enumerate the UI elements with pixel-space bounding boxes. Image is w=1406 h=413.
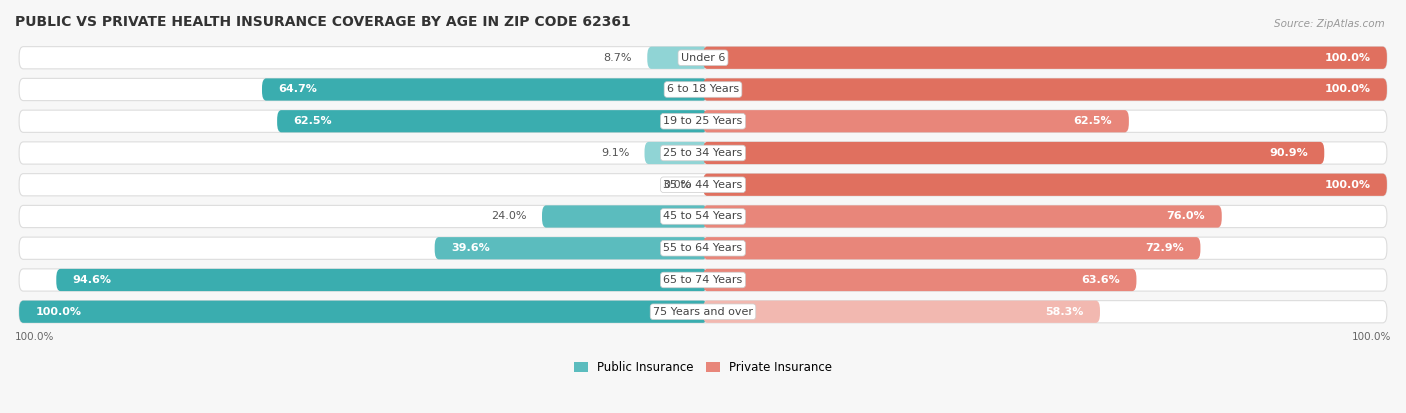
Text: 72.9%: 72.9% [1144,243,1184,253]
Text: 94.6%: 94.6% [73,275,112,285]
FancyBboxPatch shape [20,47,1386,69]
FancyBboxPatch shape [262,78,707,101]
Text: 100.0%: 100.0% [15,332,55,342]
FancyBboxPatch shape [703,205,1222,228]
FancyBboxPatch shape [20,301,707,323]
Text: 90.9%: 90.9% [1270,148,1308,158]
FancyBboxPatch shape [703,142,1324,164]
FancyBboxPatch shape [20,78,1386,101]
Text: 39.6%: 39.6% [451,243,489,253]
Text: 100.0%: 100.0% [35,307,82,317]
FancyBboxPatch shape [703,110,1129,132]
FancyBboxPatch shape [20,269,1386,291]
FancyBboxPatch shape [703,47,1386,69]
FancyBboxPatch shape [703,237,1201,259]
FancyBboxPatch shape [20,237,1386,259]
FancyBboxPatch shape [703,301,1099,323]
Text: 76.0%: 76.0% [1167,211,1205,221]
Text: 65 to 74 Years: 65 to 74 Years [664,275,742,285]
Text: 100.0%: 100.0% [1324,85,1371,95]
FancyBboxPatch shape [20,301,1386,323]
FancyBboxPatch shape [20,142,1386,164]
FancyBboxPatch shape [20,205,1386,228]
Legend: Public Insurance, Private Insurance: Public Insurance, Private Insurance [574,361,832,374]
FancyBboxPatch shape [20,173,1386,196]
Text: 45 to 54 Years: 45 to 54 Years [664,211,742,221]
Text: 25 to 34 Years: 25 to 34 Years [664,148,742,158]
FancyBboxPatch shape [703,78,1386,101]
Text: 75 Years and over: 75 Years and over [652,307,754,317]
FancyBboxPatch shape [647,47,707,69]
Text: 0.0%: 0.0% [664,180,692,190]
FancyBboxPatch shape [56,269,707,291]
Text: 63.6%: 63.6% [1081,275,1121,285]
Text: Source: ZipAtlas.com: Source: ZipAtlas.com [1274,19,1385,28]
Text: 100.0%: 100.0% [1351,332,1391,342]
Text: 35 to 44 Years: 35 to 44 Years [664,180,742,190]
FancyBboxPatch shape [434,237,707,259]
Text: PUBLIC VS PRIVATE HEALTH INSURANCE COVERAGE BY AGE IN ZIP CODE 62361: PUBLIC VS PRIVATE HEALTH INSURANCE COVER… [15,15,631,29]
Text: 55 to 64 Years: 55 to 64 Years [664,243,742,253]
Text: 62.5%: 62.5% [294,116,332,126]
Text: Under 6: Under 6 [681,53,725,63]
Text: 58.3%: 58.3% [1045,307,1084,317]
Text: 24.0%: 24.0% [491,211,527,221]
Text: 64.7%: 64.7% [278,85,318,95]
FancyBboxPatch shape [703,173,1386,196]
FancyBboxPatch shape [20,110,1386,132]
Text: 8.7%: 8.7% [603,53,633,63]
Text: 9.1%: 9.1% [600,148,630,158]
FancyBboxPatch shape [644,142,707,164]
Text: 19 to 25 Years: 19 to 25 Years [664,116,742,126]
FancyBboxPatch shape [541,205,707,228]
FancyBboxPatch shape [703,269,1136,291]
FancyBboxPatch shape [277,110,707,132]
Text: 62.5%: 62.5% [1074,116,1112,126]
Text: 6 to 18 Years: 6 to 18 Years [666,85,740,95]
Text: 100.0%: 100.0% [1324,53,1371,63]
Text: 100.0%: 100.0% [1324,180,1371,190]
